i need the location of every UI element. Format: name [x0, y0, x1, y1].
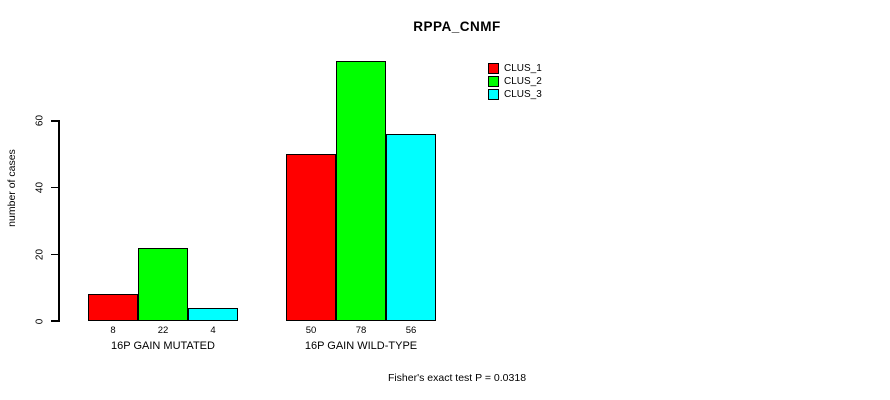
- bar-value-label: 4: [210, 325, 216, 336]
- legend-label: CLUS_3: [504, 89, 542, 100]
- bar-clus_1: [88, 294, 138, 321]
- bar-clus_2: [138, 247, 188, 321]
- y-tick-label: 40: [34, 182, 46, 194]
- legend-item: CLUS_1: [488, 62, 542, 75]
- y-tick-mark: [50, 320, 58, 322]
- y-axis-line: [58, 120, 60, 322]
- legend-item: CLUS_2: [488, 75, 542, 88]
- x-category-label: 16P GAIN WILD-TYPE: [304, 340, 418, 352]
- bar-value-label: 78: [355, 325, 367, 336]
- stat-test-footer: Fisher's exact test P = 0.0318: [387, 372, 527, 384]
- chart-title: RPPA_CNMF: [413, 19, 501, 34]
- y-tick-label: 60: [34, 115, 46, 127]
- x-category-label: 16P GAIN MUTATED: [111, 340, 215, 352]
- y-tick-label: 20: [34, 248, 46, 260]
- bar-clus_2: [336, 60, 386, 321]
- y-tick-label: 0: [34, 318, 46, 324]
- bar-clus_1: [286, 154, 336, 321]
- bar-clus_3: [188, 307, 238, 321]
- legend-swatch: [488, 63, 499, 74]
- y-tick-mark: [50, 253, 58, 256]
- bar-value-label: 56: [405, 325, 417, 336]
- legend-label: CLUS_2: [504, 76, 542, 87]
- legend: CLUS_1 CLUS_2 CLUS_3: [488, 62, 542, 101]
- y-axis-label: number of cases: [6, 149, 18, 227]
- legend-label: CLUS_1: [504, 63, 542, 74]
- legend-swatch: [488, 89, 499, 100]
- bar-value-label: 22: [157, 325, 169, 336]
- legend-swatch: [488, 76, 499, 87]
- bar-value-label: 8: [110, 325, 116, 336]
- y-tick-mark: [50, 120, 58, 122]
- y-tick-mark: [50, 186, 58, 189]
- bar-value-label: 50: [305, 325, 317, 336]
- bar-clus_3: [386, 134, 436, 321]
- legend-item: CLUS_3: [488, 88, 542, 101]
